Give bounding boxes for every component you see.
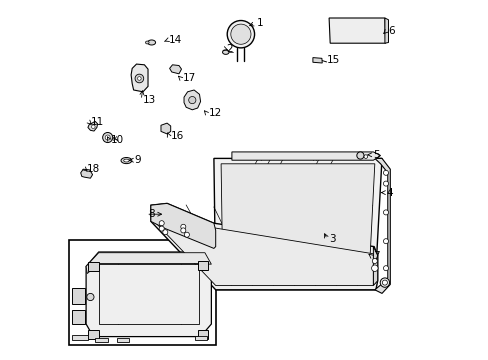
Circle shape [91, 125, 95, 129]
Ellipse shape [123, 159, 129, 162]
Polygon shape [151, 203, 377, 290]
Text: 5: 5 [373, 150, 379, 160]
Circle shape [102, 132, 113, 143]
Circle shape [227, 21, 254, 48]
Text: 9: 9 [134, 155, 141, 165]
Polygon shape [117, 338, 128, 342]
Circle shape [181, 224, 185, 229]
Text: 14: 14 [168, 35, 182, 45]
Polygon shape [328, 18, 385, 43]
Bar [197, 261, 208, 270]
Circle shape [105, 135, 110, 140]
Polygon shape [169, 65, 181, 74]
Polygon shape [86, 253, 211, 274]
Circle shape [137, 77, 141, 80]
Polygon shape [99, 264, 199, 324]
Polygon shape [72, 335, 88, 340]
Circle shape [363, 155, 367, 158]
Text: 13: 13 [142, 95, 156, 105]
Polygon shape [152, 207, 373, 285]
Text: 18: 18 [87, 164, 100, 174]
Polygon shape [374, 158, 389, 293]
Polygon shape [183, 90, 200, 110]
Polygon shape [81, 169, 92, 178]
Polygon shape [88, 121, 98, 131]
Polygon shape [231, 152, 380, 160]
Text: 3: 3 [328, 234, 335, 244]
Polygon shape [221, 164, 374, 284]
Circle shape [383, 266, 387, 271]
Polygon shape [95, 338, 107, 342]
Circle shape [383, 170, 387, 175]
Text: 8: 8 [148, 209, 154, 219]
Bar [88, 330, 99, 339]
Text: 2: 2 [225, 44, 232, 54]
Polygon shape [131, 64, 148, 92]
Circle shape [383, 239, 387, 244]
Polygon shape [384, 18, 387, 43]
Circle shape [356, 152, 363, 159]
Circle shape [230, 24, 250, 44]
Polygon shape [213, 158, 381, 290]
Circle shape [184, 232, 189, 237]
Text: 1: 1 [257, 18, 263, 28]
Polygon shape [312, 58, 322, 63]
Bar [197, 330, 208, 339]
Polygon shape [86, 252, 211, 337]
Bar [69, 240, 215, 345]
Text: 6: 6 [387, 26, 394, 36]
Text: 16: 16 [170, 131, 183, 141]
Text: 4: 4 [386, 188, 392, 198]
Polygon shape [161, 123, 170, 134]
Ellipse shape [145, 41, 149, 44]
Ellipse shape [222, 50, 228, 54]
Ellipse shape [147, 40, 155, 45]
Text: 11: 11 [90, 117, 103, 127]
Circle shape [371, 265, 377, 271]
Polygon shape [373, 247, 377, 285]
Text: 15: 15 [326, 55, 339, 66]
Circle shape [371, 258, 377, 264]
Circle shape [383, 210, 387, 215]
Text: 12: 12 [208, 108, 221, 118]
Circle shape [383, 181, 387, 186]
Text: 10: 10 [111, 135, 124, 145]
Polygon shape [151, 203, 215, 248]
Circle shape [380, 278, 389, 287]
Circle shape [382, 280, 386, 285]
Circle shape [163, 230, 167, 235]
Ellipse shape [121, 157, 132, 163]
Text: 7: 7 [373, 251, 379, 261]
Bar [88, 262, 99, 271]
Polygon shape [72, 288, 85, 304]
Circle shape [135, 74, 143, 83]
Circle shape [159, 221, 164, 226]
Polygon shape [194, 336, 206, 340]
Circle shape [181, 228, 185, 233]
Circle shape [159, 226, 164, 231]
Circle shape [87, 293, 94, 301]
Text: 17: 17 [182, 73, 195, 84]
Circle shape [188, 96, 196, 104]
Polygon shape [72, 310, 85, 324]
